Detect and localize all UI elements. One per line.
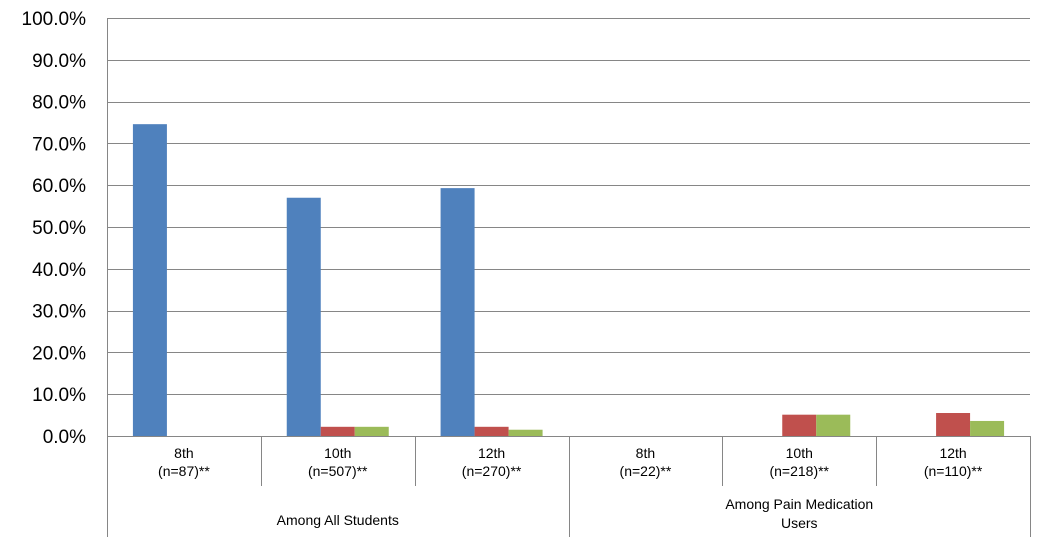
bar	[320, 426, 355, 436]
category-n-label: (n=218)**	[769, 463, 829, 479]
y-tick-label: 80.0%	[32, 93, 86, 114]
y-tick-label: 70.0%	[32, 134, 86, 155]
category-grade-label: 8th	[174, 445, 193, 461]
bar	[508, 429, 543, 436]
category-n-label: (n=87)**	[158, 463, 210, 479]
category-grade-label: 12th	[478, 445, 505, 461]
category-n-label: (n=110)**	[924, 463, 983, 479]
bar	[132, 124, 167, 436]
category-n-label: (n=270)**	[462, 463, 522, 479]
gridlines	[107, 18, 1030, 395]
y-tick-label: 40.0%	[32, 260, 86, 281]
y-tick-label: 30.0%	[32, 302, 86, 323]
y-axis-tick-labels: 0.0% 10.0% 20.0% 30.0% 40.0% 50.0% 60.0% 70.0% 8…	[22, 9, 87, 448]
y-tick-label: 60.0%	[32, 176, 86, 197]
y-tick-label: 100.0%	[22, 9, 87, 30]
bar	[936, 413, 971, 436]
axes	[107, 18, 1031, 537]
y-tick-label: 20.0%	[32, 343, 86, 364]
y-tick-label: 50.0%	[32, 218, 86, 239]
bar	[474, 426, 509, 436]
category-grade-label: 8th	[636, 445, 655, 461]
y-tick-label: 10.0%	[32, 385, 86, 406]
category-n-label: (n=507)**	[308, 463, 368, 479]
group-label: Users	[781, 515, 818, 531]
y-tick-label: 0.0%	[43, 427, 86, 448]
bar	[782, 414, 817, 436]
x-axis-group-labels: Among All Students Among Pain Medication U…	[277, 496, 874, 531]
category-grade-label: 10th	[786, 445, 813, 461]
category-grade-label: 10th	[324, 445, 351, 461]
bar	[286, 197, 321, 436]
category-grade-label: 12th	[939, 445, 966, 461]
y-tick-label: 90.0%	[32, 51, 86, 72]
bars	[132, 124, 1005, 436]
bar	[440, 188, 475, 436]
bar	[970, 420, 1005, 436]
category-n-label: (n=22)**	[620, 463, 672, 479]
group-label: Among Pain Medication	[725, 496, 873, 512]
bar	[354, 426, 389, 436]
x-axis-category-labels: 8th (n=87)** 10th (n=507)** 12th (n=270)** 8th…	[158, 445, 983, 479]
bar	[816, 414, 851, 436]
group-label: Among All Students	[277, 512, 399, 528]
